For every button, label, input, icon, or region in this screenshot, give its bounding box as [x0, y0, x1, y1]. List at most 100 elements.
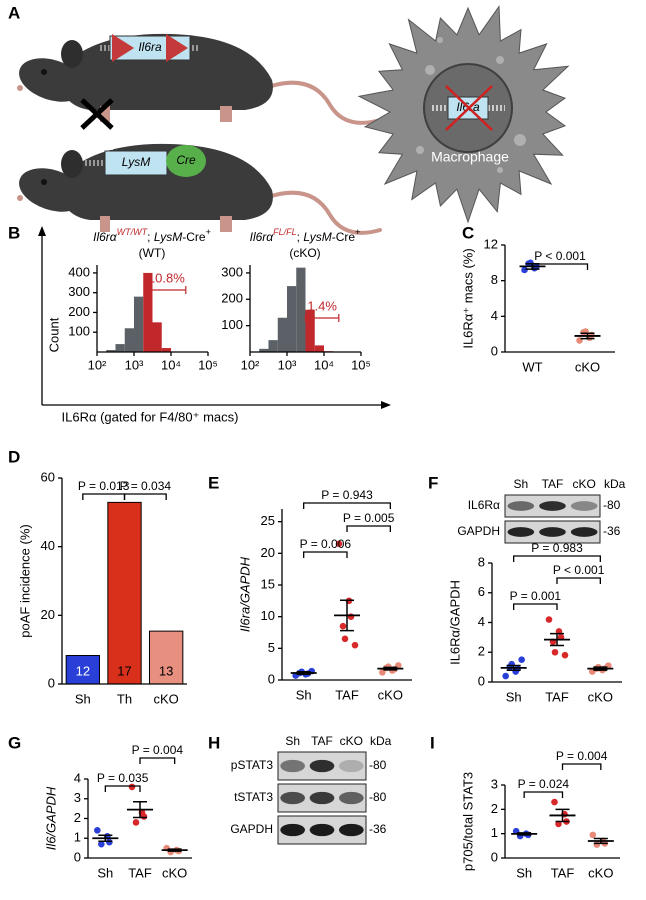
text-part: WT/WT	[117, 227, 149, 237]
data-point	[593, 841, 601, 848]
y-tick-label: 20	[261, 545, 275, 560]
annotation: P = 0.004	[556, 749, 608, 763]
y-tick-label: 40	[41, 538, 55, 553]
arrowhead	[381, 401, 391, 409]
bracket	[104, 785, 141, 792]
loxp	[166, 34, 188, 62]
panel-label: E	[208, 473, 219, 492]
histogram-subtitle: (WT)	[139, 246, 166, 260]
bar	[65, 655, 100, 685]
y-tick-label: 0	[48, 675, 55, 690]
annotation: P < 0.001	[534, 249, 586, 263]
histogram-bar	[124, 328, 134, 352]
y-axis-label: IL6Rα⁺ macs (%)	[460, 248, 475, 348]
data-point	[341, 635, 349, 643]
histogram-bar	[259, 348, 269, 352]
vesicle	[514, 134, 526, 146]
mouse-illustration: Il6ra LysM Cre	[11, 31, 383, 235]
histogram-title: Il6rαFL/FL; LysM-Cre+	[250, 227, 361, 244]
vesicle	[497, 167, 503, 173]
annotation: P = 0.005	[343, 511, 395, 525]
promoter-arrow	[135, 137, 142, 145]
loxp	[112, 34, 134, 62]
data-point	[379, 669, 386, 676]
data-point	[545, 616, 553, 623]
size-label: -80	[603, 498, 621, 512]
y-tick-label: 20	[41, 607, 55, 622]
macrophage-illustration: Il6ra Macrophage	[357, 5, 570, 224]
data-point	[94, 827, 101, 834]
y-tick-label: 100	[68, 324, 90, 339]
y-tick-label: 1	[491, 825, 498, 840]
bracket	[303, 551, 348, 558]
cre	[166, 145, 206, 177]
data-point	[98, 840, 105, 848]
y-axis-label: Count	[46, 317, 61, 352]
y-tick-label: 15	[261, 576, 275, 591]
histogram-bar	[268, 340, 278, 352]
blot-band	[339, 791, 364, 805]
text-part: Il6rα	[250, 230, 275, 244]
gate	[304, 314, 340, 322]
annotation: P = 0.004	[132, 743, 184, 757]
promoter-arrow	[111, 140, 135, 150]
y-tick-label: 0	[268, 671, 275, 686]
x-tick-label: cKO	[575, 359, 600, 374]
x-tick-label: WT	[522, 359, 542, 374]
unit-label: kDa	[370, 734, 392, 748]
blot-band	[507, 527, 535, 537]
y-axis-label: poAF incidence (%)	[17, 524, 32, 637]
y-tick-label: 300	[68, 284, 90, 299]
y-tick-label: 6	[478, 584, 485, 599]
promoter-label: LysM	[122, 155, 150, 169]
histogram-bar	[152, 322, 162, 352]
bar-count: 17	[117, 663, 131, 678]
row-label: tSTAT3	[234, 790, 273, 804]
gate-label: 1.4%	[307, 298, 337, 313]
blot-band	[570, 501, 598, 511]
vesicle	[437, 37, 443, 43]
error-bar	[593, 837, 608, 845]
panel-label: C	[462, 223, 474, 242]
histogram-bar	[287, 286, 297, 352]
annotation: P = 0.034	[120, 479, 172, 493]
x-tick-label: cKO	[154, 691, 179, 706]
x-tick-label: Sh	[75, 691, 91, 706]
gate	[146, 286, 187, 294]
x-tick-label: 10⁵	[198, 357, 218, 372]
blot-band	[570, 527, 598, 537]
histogram-bar	[115, 344, 125, 352]
y-tick-label: 100	[221, 317, 243, 332]
data-point	[555, 820, 562, 828]
y-tick-label: 0	[491, 849, 498, 864]
x-tick-label: Sh	[97, 865, 113, 880]
y-tick-label: 4	[491, 308, 498, 323]
blot-band	[507, 501, 535, 511]
x-tick-label: cKO	[588, 689, 613, 704]
data-point	[140, 813, 148, 820]
histogram-bar	[134, 296, 144, 352]
y-tick-label: 400	[68, 264, 90, 279]
x-tick-label: cKO	[588, 865, 613, 880]
panel-label: B	[8, 223, 20, 242]
error-bar	[296, 671, 311, 676]
y-tick-label: 60	[41, 469, 55, 484]
cell-label: Macrophage	[431, 149, 509, 165]
error-bar	[555, 808, 570, 823]
annotation: P = 0.006	[300, 537, 352, 551]
data-point	[106, 838, 113, 846]
text-part: -Cre	[182, 230, 206, 244]
error-bar	[593, 666, 608, 671]
error-bar	[517, 832, 532, 836]
y-tick-label: 10	[261, 608, 275, 623]
arrowhead	[38, 226, 46, 236]
unit-label: kDa	[604, 477, 626, 491]
blot-band	[309, 791, 335, 805]
histogram-bar	[161, 348, 171, 352]
text-part: Il6rα	[93, 230, 118, 244]
error-bar	[550, 632, 564, 647]
blot-band	[280, 759, 305, 773]
histogram-bar	[143, 272, 153, 352]
annotation: P = 0.013	[78, 479, 130, 493]
bar-count: 12	[76, 663, 90, 678]
